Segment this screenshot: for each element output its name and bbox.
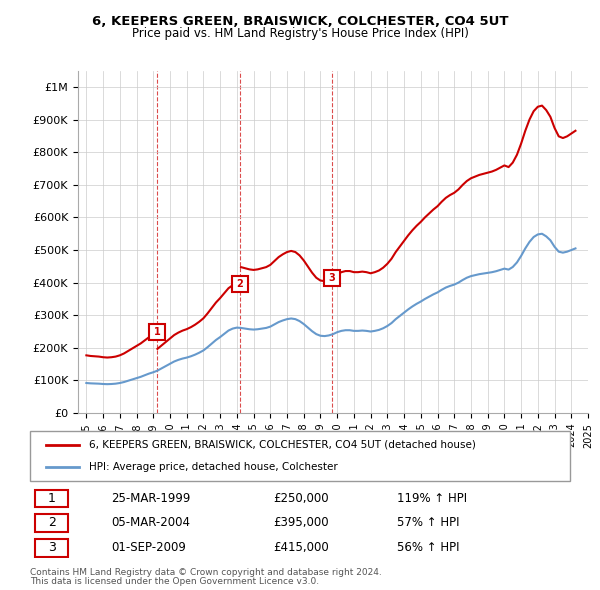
FancyBboxPatch shape	[35, 490, 68, 507]
Text: 2: 2	[47, 516, 56, 529]
Text: Price paid vs. HM Land Registry's House Price Index (HPI): Price paid vs. HM Land Registry's House …	[131, 27, 469, 40]
Text: 57% ↑ HPI: 57% ↑ HPI	[397, 516, 460, 529]
Text: 05-MAR-2004: 05-MAR-2004	[111, 516, 190, 529]
FancyBboxPatch shape	[30, 431, 570, 481]
Text: £250,000: £250,000	[273, 492, 329, 505]
Text: 1: 1	[47, 492, 56, 505]
Text: £415,000: £415,000	[273, 542, 329, 555]
FancyBboxPatch shape	[35, 539, 68, 557]
Text: 01-SEP-2009: 01-SEP-2009	[111, 542, 186, 555]
Text: 3: 3	[47, 542, 56, 555]
Text: This data is licensed under the Open Government Licence v3.0.: This data is licensed under the Open Gov…	[30, 577, 319, 586]
Text: HPI: Average price, detached house, Colchester: HPI: Average price, detached house, Colc…	[89, 462, 338, 472]
Text: 56% ↑ HPI: 56% ↑ HPI	[397, 542, 460, 555]
Text: 2: 2	[236, 279, 243, 289]
Text: 3: 3	[328, 273, 335, 283]
Text: 6, KEEPERS GREEN, BRAISWICK, COLCHESTER, CO4 5UT: 6, KEEPERS GREEN, BRAISWICK, COLCHESTER,…	[92, 15, 508, 28]
Text: £395,000: £395,000	[273, 516, 329, 529]
Text: Contains HM Land Registry data © Crown copyright and database right 2024.: Contains HM Land Registry data © Crown c…	[30, 568, 382, 576]
Text: 119% ↑ HPI: 119% ↑ HPI	[397, 492, 467, 505]
Text: 1: 1	[154, 326, 160, 336]
Text: 25-MAR-1999: 25-MAR-1999	[111, 492, 190, 505]
FancyBboxPatch shape	[35, 514, 68, 532]
Text: 6, KEEPERS GREEN, BRAISWICK, COLCHESTER, CO4 5UT (detached house): 6, KEEPERS GREEN, BRAISWICK, COLCHESTER,…	[89, 440, 476, 450]
